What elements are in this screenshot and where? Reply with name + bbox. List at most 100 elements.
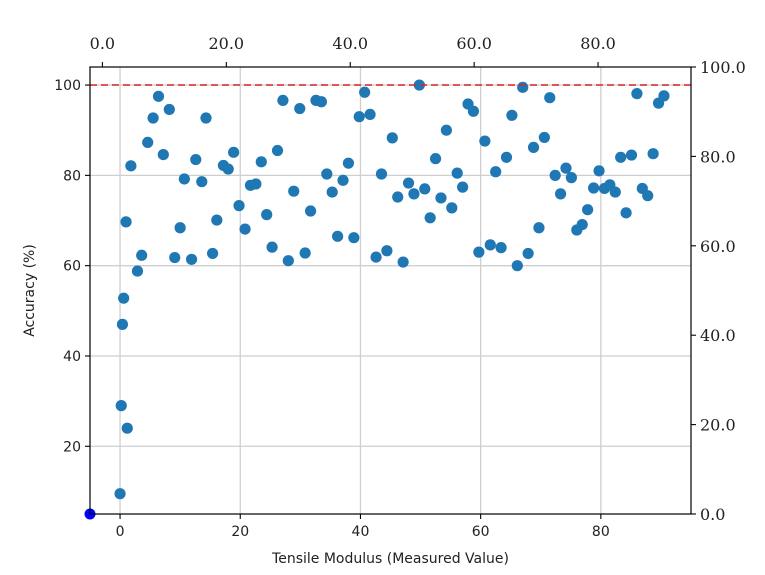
x-tick-label: 80 bbox=[592, 524, 610, 540]
data-point bbox=[315, 96, 327, 108]
data-point bbox=[304, 205, 317, 217]
data-point bbox=[178, 173, 190, 185]
data-point bbox=[163, 103, 175, 116]
data-point bbox=[196, 176, 208, 188]
data-point bbox=[500, 151, 513, 163]
data-point bbox=[375, 168, 388, 180]
data-point bbox=[211, 214, 223, 226]
data-point bbox=[370, 251, 382, 263]
data-point bbox=[625, 149, 638, 161]
data-point bbox=[364, 108, 376, 121]
data-point bbox=[435, 192, 447, 204]
data-point bbox=[429, 153, 442, 165]
data-point bbox=[174, 222, 186, 234]
y-axis-label: Accuracy (%) bbox=[22, 244, 38, 337]
right-tick-label: 60.0 bbox=[700, 237, 736, 256]
top-tick-label: 0.0 bbox=[90, 34, 115, 53]
data-point bbox=[142, 136, 154, 149]
right-tick-label: 40.0 bbox=[700, 326, 736, 345]
data-point bbox=[386, 132, 398, 144]
top-tick-label: 60.0 bbox=[456, 34, 492, 53]
top-tick-label: 20.0 bbox=[208, 34, 244, 53]
data-point bbox=[288, 185, 300, 197]
x-tick-label: 0 bbox=[116, 524, 125, 540]
data-point bbox=[233, 200, 245, 212]
data-point bbox=[397, 256, 409, 268]
right-tick-label: 0.0 bbox=[700, 505, 725, 524]
data-point bbox=[200, 112, 212, 124]
data-point bbox=[255, 156, 267, 168]
data-point bbox=[631, 88, 643, 100]
y-tick-label: 60 bbox=[63, 259, 81, 275]
data-point bbox=[169, 251, 181, 264]
data-point bbox=[533, 222, 545, 234]
y-tick-label: 80 bbox=[63, 168, 81, 184]
data-point bbox=[588, 182, 600, 194]
data-point bbox=[560, 162, 572, 174]
data-point bbox=[554, 188, 567, 200]
right-tick-label: 100.0 bbox=[700, 58, 746, 77]
data-point bbox=[609, 186, 621, 198]
data-point bbox=[549, 169, 561, 181]
data-point bbox=[266, 241, 278, 253]
data-point bbox=[114, 488, 126, 500]
data-point bbox=[299, 247, 311, 259]
data-point bbox=[348, 232, 360, 244]
top-tick-label: 80.0 bbox=[580, 34, 616, 53]
data-point bbox=[467, 105, 480, 117]
data-point bbox=[593, 165, 605, 177]
y-tick-label: 40 bbox=[63, 349, 81, 365]
data-point bbox=[620, 207, 632, 219]
data-point bbox=[479, 135, 491, 147]
data-point bbox=[522, 247, 534, 260]
data-point bbox=[261, 209, 273, 221]
data-point bbox=[451, 167, 463, 179]
data-point bbox=[271, 144, 284, 157]
data-point bbox=[152, 90, 165, 102]
data-point bbox=[615, 151, 627, 163]
top-tick-label: 40.0 bbox=[332, 34, 368, 53]
data-point bbox=[115, 400, 127, 412]
data-point bbox=[408, 188, 420, 200]
data-point bbox=[120, 216, 132, 228]
data-point bbox=[413, 79, 425, 91]
data-point bbox=[116, 318, 129, 330]
data-point bbox=[190, 153, 202, 166]
data-point bbox=[446, 202, 458, 214]
data-point bbox=[392, 191, 404, 203]
data-point bbox=[484, 239, 496, 251]
data-point bbox=[332, 230, 344, 242]
data-point bbox=[147, 112, 159, 124]
x-tick-label: 60 bbox=[472, 524, 490, 540]
axis-ticks: 0 20 40 60 80 20 40 60 80 100 0.0 20.0 40.0 60.0 80.0 0… bbox=[54, 34, 746, 540]
data-point bbox=[185, 253, 198, 265]
data-point bbox=[157, 148, 169, 161]
data-point bbox=[527, 141, 540, 153]
data-point bbox=[207, 247, 219, 260]
data-point bbox=[517, 81, 529, 93]
y-tick-label: 100 bbox=[54, 78, 81, 94]
data-point bbox=[381, 245, 393, 257]
data-point bbox=[565, 172, 578, 184]
data-point bbox=[440, 124, 452, 136]
data-point bbox=[511, 260, 523, 272]
data-point bbox=[337, 174, 349, 186]
data-point bbox=[402, 177, 415, 189]
data-point bbox=[222, 163, 234, 175]
data-point bbox=[250, 178, 262, 190]
overlays bbox=[84, 84, 691, 520]
data-point bbox=[131, 265, 144, 277]
y-tick-label: 20 bbox=[63, 439, 81, 455]
data-point bbox=[342, 157, 355, 169]
data-point bbox=[457, 181, 469, 193]
data-point bbox=[490, 166, 502, 178]
data-point bbox=[294, 102, 306, 115]
data-point bbox=[326, 186, 338, 198]
data-point bbox=[125, 160, 137, 172]
right-tick-label: 80.0 bbox=[700, 147, 736, 166]
data-point bbox=[642, 190, 654, 202]
data-point bbox=[136, 249, 148, 261]
data-point bbox=[353, 111, 365, 123]
data-point bbox=[506, 109, 518, 121]
x-tick-label: 40 bbox=[352, 524, 370, 540]
